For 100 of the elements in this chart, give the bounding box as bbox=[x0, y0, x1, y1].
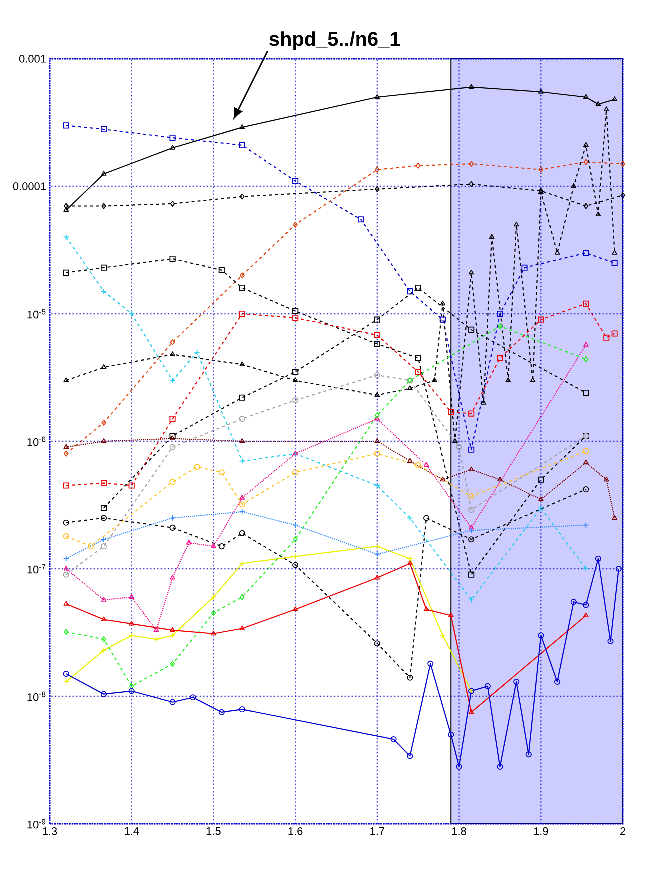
point bbox=[440, 632, 446, 639]
point bbox=[468, 507, 475, 514]
point bbox=[218, 709, 225, 716]
y-tick-label: 0.001 bbox=[19, 55, 46, 63]
point bbox=[522, 264, 528, 271]
point bbox=[583, 448, 590, 454]
point bbox=[129, 621, 135, 626]
point bbox=[292, 314, 299, 322]
point bbox=[240, 194, 245, 200]
point bbox=[64, 629, 69, 636]
point bbox=[170, 660, 176, 668]
point bbox=[211, 630, 216, 636]
point bbox=[415, 369, 422, 376]
x-tick-label: 1.4 bbox=[125, 828, 140, 836]
point bbox=[374, 574, 380, 580]
x-tick-label: 1.5 bbox=[206, 828, 221, 836]
point bbox=[292, 470, 299, 476]
point bbox=[468, 709, 474, 714]
point bbox=[240, 594, 245, 600]
point bbox=[374, 551, 380, 558]
point bbox=[170, 524, 176, 531]
point bbox=[210, 594, 217, 600]
point bbox=[190, 694, 196, 701]
point bbox=[374, 416, 380, 421]
point bbox=[292, 369, 299, 376]
point bbox=[530, 378, 536, 382]
point bbox=[239, 502, 246, 508]
point bbox=[170, 256, 176, 262]
x-tick-label: 1.6 bbox=[288, 828, 303, 836]
x-tick-label: 1.3 bbox=[43, 828, 58, 836]
point bbox=[292, 378, 298, 382]
point bbox=[584, 203, 589, 210]
x-tick-label: 1.7 bbox=[370, 828, 384, 836]
point bbox=[538, 166, 544, 173]
point bbox=[583, 342, 589, 347]
point bbox=[128, 482, 135, 489]
point bbox=[170, 515, 176, 522]
point bbox=[374, 640, 380, 647]
point bbox=[612, 250, 618, 255]
point bbox=[583, 142, 589, 148]
point bbox=[375, 166, 380, 173]
point bbox=[100, 544, 108, 550]
point bbox=[415, 462, 422, 468]
point bbox=[570, 599, 577, 606]
point bbox=[468, 466, 474, 472]
point bbox=[407, 458, 413, 464]
point bbox=[194, 349, 200, 356]
point bbox=[374, 450, 380, 457]
point bbox=[102, 203, 106, 210]
point bbox=[448, 612, 454, 618]
point bbox=[128, 688, 135, 694]
point bbox=[154, 627, 160, 632]
point bbox=[468, 270, 474, 275]
point bbox=[612, 260, 618, 266]
point bbox=[571, 183, 577, 188]
point bbox=[374, 341, 380, 348]
point bbox=[604, 334, 610, 341]
point bbox=[240, 272, 245, 279]
point bbox=[218, 544, 225, 550]
point bbox=[608, 638, 614, 645]
point bbox=[554, 250, 560, 255]
point bbox=[170, 134, 176, 142]
point bbox=[448, 409, 454, 416]
point bbox=[240, 438, 246, 444]
x-tick-label: 2 bbox=[620, 828, 626, 836]
point bbox=[554, 678, 561, 686]
y-tick-label: 10$^{-8}$ bbox=[28, 692, 46, 702]
point bbox=[101, 616, 107, 622]
point bbox=[170, 444, 176, 450]
point bbox=[292, 522, 299, 528]
point bbox=[468, 410, 475, 417]
point bbox=[407, 556, 414, 562]
text: shpd_5../n6_1 bbox=[270, 32, 400, 50]
point bbox=[211, 544, 216, 548]
point bbox=[100, 264, 108, 271]
point bbox=[440, 316, 446, 323]
point bbox=[129, 594, 135, 600]
point bbox=[452, 438, 458, 444]
point bbox=[538, 632, 544, 639]
point bbox=[498, 476, 503, 482]
point bbox=[407, 560, 413, 566]
point bbox=[374, 392, 380, 398]
point bbox=[170, 433, 176, 440]
point bbox=[620, 192, 626, 199]
point bbox=[604, 476, 610, 482]
point bbox=[407, 288, 414, 295]
point bbox=[170, 574, 176, 580]
point bbox=[481, 400, 487, 405]
point bbox=[63, 270, 70, 276]
point bbox=[292, 308, 299, 314]
point bbox=[484, 683, 491, 690]
point bbox=[100, 126, 108, 133]
point bbox=[63, 520, 70, 526]
point bbox=[612, 330, 618, 337]
point bbox=[538, 316, 544, 323]
point bbox=[538, 496, 544, 502]
point bbox=[239, 284, 246, 292]
point bbox=[239, 530, 246, 537]
y-tick-label: 10$^{-7}$ bbox=[28, 564, 46, 574]
point bbox=[170, 339, 176, 346]
